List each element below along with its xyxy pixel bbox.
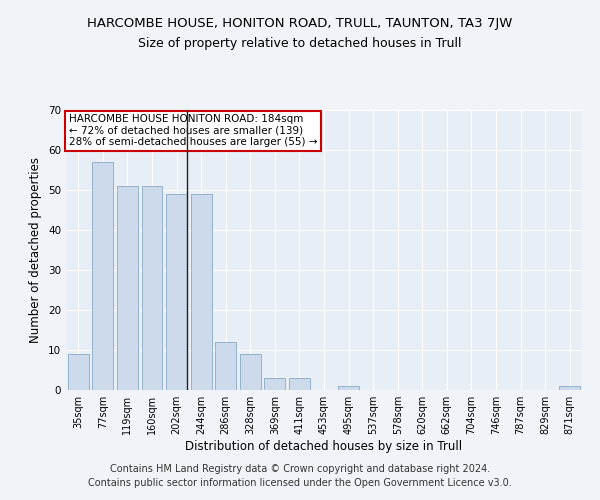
Bar bbox=[166, 194, 187, 390]
Bar bbox=[265, 378, 286, 390]
X-axis label: Distribution of detached houses by size in Trull: Distribution of detached houses by size … bbox=[185, 440, 463, 453]
Bar bbox=[289, 378, 310, 390]
Bar bbox=[92, 162, 113, 390]
Bar bbox=[191, 194, 212, 390]
Text: Size of property relative to detached houses in Trull: Size of property relative to detached ho… bbox=[138, 38, 462, 51]
Text: HARCOMBE HOUSE, HONITON ROAD, TRULL, TAUNTON, TA3 7JW: HARCOMBE HOUSE, HONITON ROAD, TRULL, TAU… bbox=[88, 18, 512, 30]
Text: HARCOMBE HOUSE HONITON ROAD: 184sqm
← 72% of detached houses are smaller (139)
2: HARCOMBE HOUSE HONITON ROAD: 184sqm ← 72… bbox=[68, 114, 317, 148]
Bar bbox=[142, 186, 163, 390]
Bar bbox=[559, 386, 580, 390]
Text: Contains HM Land Registry data © Crown copyright and database right 2024.
Contai: Contains HM Land Registry data © Crown c… bbox=[88, 464, 512, 487]
Bar bbox=[68, 354, 89, 390]
Bar bbox=[240, 354, 261, 390]
Bar bbox=[338, 386, 359, 390]
Bar bbox=[117, 186, 138, 390]
Bar bbox=[215, 342, 236, 390]
Y-axis label: Number of detached properties: Number of detached properties bbox=[29, 157, 43, 343]
